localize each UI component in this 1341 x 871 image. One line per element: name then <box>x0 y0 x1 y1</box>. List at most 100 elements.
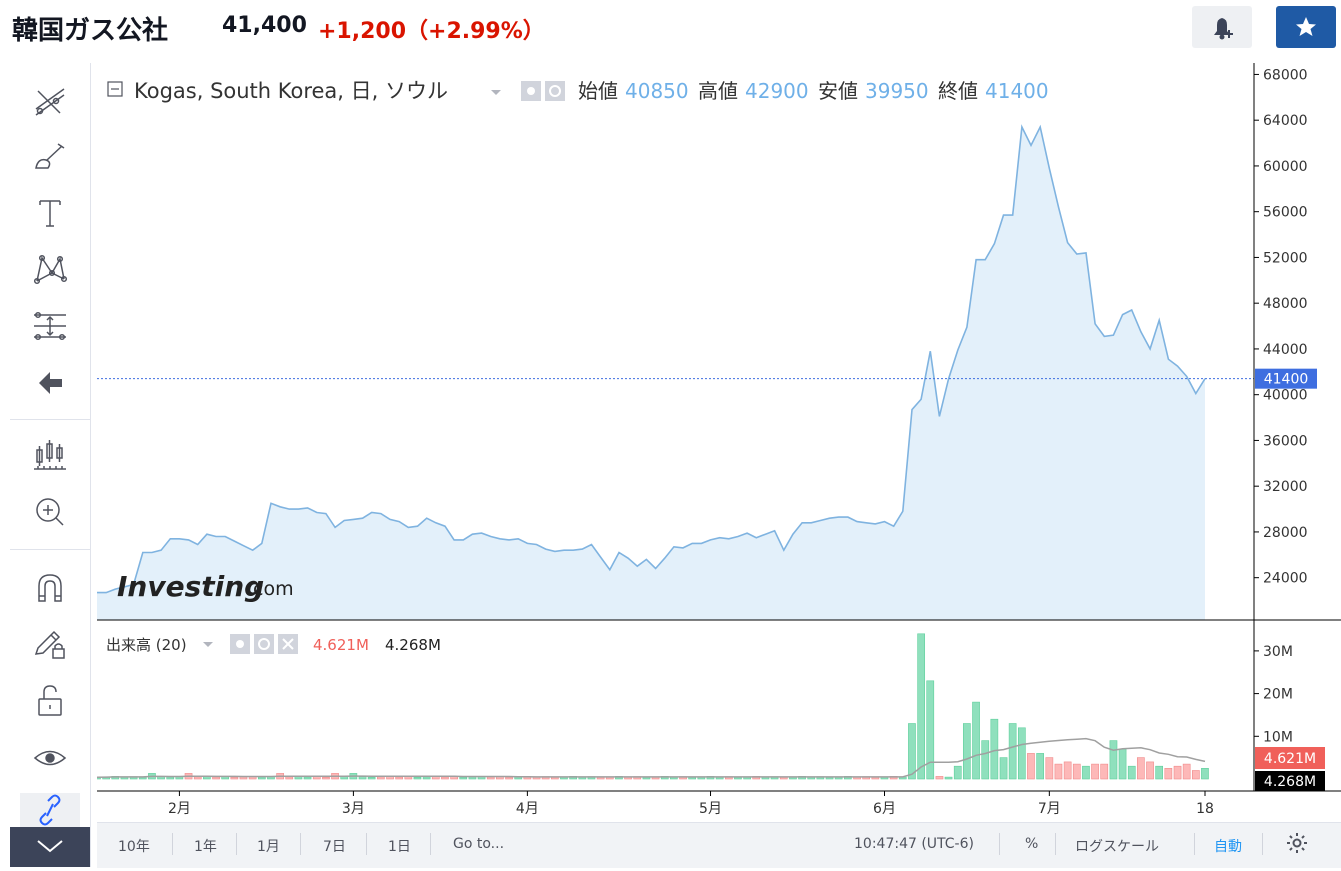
add-alert-button[interactable] <box>1192 6 1252 48</box>
price-line-series <box>97 124 1206 594</box>
price-tick-label: 28000 <box>1263 525 1308 541</box>
volume-bar <box>230 776 239 780</box>
volume-bar <box>1164 767 1173 780</box>
range-1d-button[interactable]: 1日 <box>388 839 411 855</box>
range-1y-button[interactable]: 1年 <box>194 839 217 855</box>
magnet-tool[interactable] <box>30 568 70 608</box>
time-axis[interactable]: 2月 3月 4月 5月 6月 7月 18 <box>168 791 1214 817</box>
range-1m-button[interactable]: 1月 <box>257 839 280 855</box>
low-label: 安値 <box>818 79 858 103</box>
collapse-legend-icon[interactable] <box>107 81 123 97</box>
price-tick-label: 56000 <box>1263 205 1308 221</box>
volume-tick-label: 20M <box>1263 687 1293 703</box>
price-tick-label: 68000 <box>1263 67 1308 83</box>
measure-icon <box>34 311 66 341</box>
percent-toggle[interactable]: % <box>1025 836 1039 852</box>
candlestick-ruler-icon <box>34 440 66 470</box>
volume-bar <box>422 776 431 780</box>
price-chart[interactable]: Investing .com Kogas, South Korea, 日, ソウ… <box>93 63 1341 823</box>
back-tool[interactable] <box>30 363 70 403</box>
chart-settings-button[interactable] <box>1285 831 1309 855</box>
lock-tool[interactable] <box>30 681 70 721</box>
price-tick-label: 24000 <box>1263 571 1308 587</box>
volume-bar <box>1008 723 1017 780</box>
bottom-toolbar: 10年 1年 1月 7日 1日 Go to... 10:47:47 (UTC-6… <box>97 822 1341 868</box>
close-value: 41400 <box>985 79 1049 103</box>
text-tool[interactable] <box>30 193 70 233</box>
volume-bar <box>935 776 944 780</box>
volume-bar <box>944 776 953 780</box>
price-tick-label: 44000 <box>1263 342 1308 358</box>
range-10y-button[interactable]: 10年 <box>118 839 150 855</box>
volume-bar <box>193 776 202 780</box>
volume-bar <box>999 757 1008 780</box>
visibility-tool[interactable] <box>30 738 70 778</box>
watermark-brand: Investing <box>117 570 264 603</box>
brush-tool[interactable] <box>30 138 70 178</box>
time-tick-label: 18 <box>1196 801 1214 817</box>
clock-label[interactable]: 10:47:47 (UTC-6) <box>854 836 974 852</box>
volume-bar <box>1082 765 1090 780</box>
volume-bar <box>1137 757 1145 780</box>
volume-bar <box>990 718 999 780</box>
drawing-toolbar <box>10 63 91 867</box>
price-axis[interactable]: 24000 28000 32000 36000 40000 44000 48000 52000… <box>1254 67 1308 587</box>
lock-drawings-tool[interactable] <box>30 624 70 664</box>
volume-bar <box>1118 748 1127 780</box>
auto-scale-toggle[interactable]: 自動 <box>1214 839 1242 855</box>
magnet-icon <box>38 574 62 602</box>
volume-bar <box>1192 770 1200 780</box>
price-tick-label: 36000 <box>1263 433 1308 449</box>
volume-value-2: 4.268M <box>385 636 441 654</box>
volume-legend: 出来高 (20) 4.621M 4.268M <box>106 634 441 654</box>
volume-bars <box>93 633 1209 780</box>
volume-tag-up <box>1255 747 1325 769</box>
high-value: 42900 <box>745 79 809 103</box>
watchlist-star-button[interactable] <box>1276 6 1336 48</box>
gear-icon <box>1287 833 1307 853</box>
collapse-toolbar-button[interactable] <box>10 827 90 867</box>
range-7d-button[interactable]: 7日 <box>323 839 346 855</box>
link-tool[interactable] <box>20 793 80 827</box>
volume-bar <box>303 776 312 780</box>
instrument-header: 韓国ガス公社 41,400 +1,200（+2.99%） <box>0 0 1341 62</box>
volume-settings-icon[interactable] <box>254 634 274 654</box>
volume-bar <box>1045 757 1054 780</box>
volume-bar <box>1182 763 1191 780</box>
volume-bar <box>1017 727 1026 780</box>
price-tick-label: 60000 <box>1263 159 1308 175</box>
zoom-tool[interactable] <box>30 492 70 532</box>
chart-type-tool[interactable] <box>30 436 70 476</box>
trend-line-tool[interactable] <box>30 81 70 121</box>
volume-tag-avg <box>1255 771 1325 791</box>
last-price-tag: 41400 <box>1255 368 1317 389</box>
volume-dropdown-icon[interactable] <box>203 642 213 647</box>
settings-gear-icon[interactable] <box>545 81 565 101</box>
volume-bar <box>1109 740 1118 780</box>
symbol-dropdown-icon[interactable] <box>491 90 501 95</box>
volume-bar <box>1027 753 1035 780</box>
trend-lines-icon <box>35 88 65 116</box>
volume-bar <box>917 633 925 780</box>
volume-tag-avg-label: 4.268M <box>1264 774 1316 790</box>
goto-button[interactable]: Go to... <box>453 836 505 852</box>
volume-bar <box>459 776 468 780</box>
log-scale-toggle[interactable]: ログスケール <box>1075 839 1159 855</box>
toolbar-divider <box>10 419 90 420</box>
volume-bar <box>1072 763 1081 780</box>
volume-bar <box>258 776 266 780</box>
price-tick-label: 48000 <box>1263 296 1308 312</box>
close-label: 終値 <box>938 79 978 103</box>
volume-title[interactable]: 出来高 (20) <box>106 636 187 654</box>
volume-bar <box>285 776 294 780</box>
volume-axis[interactable]: 10M 20M 30M <box>1254 644 1293 745</box>
price-pane <box>97 124 1254 620</box>
investing-watermark: Investing .com <box>117 570 294 603</box>
volume-bar <box>981 740 990 780</box>
volume-bar <box>395 776 404 780</box>
arrow-left-icon <box>39 372 62 394</box>
symbol-label[interactable]: Kogas, South Korea, 日, ソウル <box>134 79 448 103</box>
instrument-change: +1,200（+2.99%） <box>318 19 545 44</box>
prediction-measure-tool[interactable] <box>30 306 70 346</box>
pattern-tool[interactable] <box>30 249 70 289</box>
